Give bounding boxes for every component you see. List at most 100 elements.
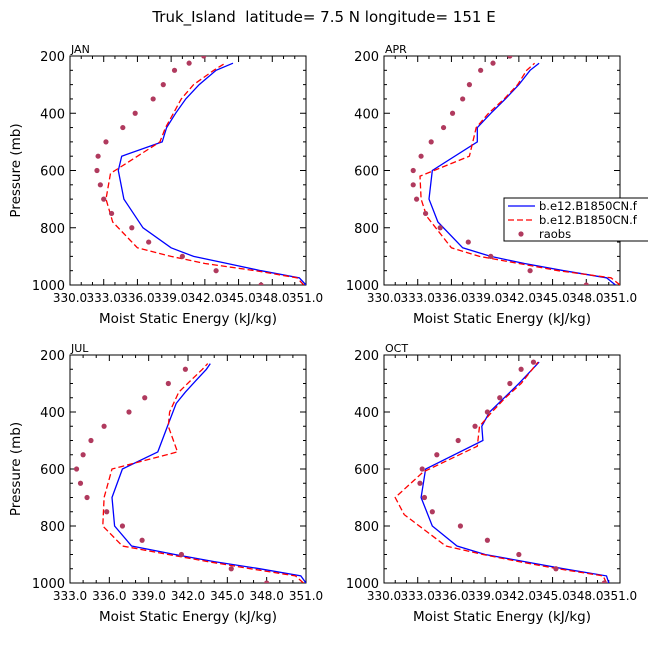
obs-point — [434, 452, 440, 458]
obs-point — [516, 551, 522, 558]
obs-point — [73, 466, 80, 472]
obs-point — [418, 153, 424, 159]
y-tick-label: 600 — [354, 463, 379, 478]
obs-point — [488, 253, 494, 259]
x-tick-label: 333.0 — [401, 589, 435, 603]
plot-frame — [383, 55, 621, 286]
y-axis-label: Pressure (mb) — [8, 422, 24, 516]
legend-label: raobs — [539, 227, 571, 241]
obs-point — [421, 494, 428, 501]
obs-point — [460, 96, 466, 102]
obs-point — [478, 67, 484, 73]
obs-point — [484, 409, 490, 415]
obs-point — [95, 153, 101, 159]
panel-label: JUL — [70, 342, 89, 355]
x-tick-label: 339.0 — [131, 589, 165, 603]
y-tick-label: 1000 — [32, 279, 65, 294]
obs-point — [258, 282, 264, 285]
obs-point — [213, 268, 219, 274]
model1-line — [111, 363, 306, 583]
panel-label: OCT — [385, 342, 408, 355]
obs-point — [437, 225, 443, 231]
x-tick-label: 339.0 — [468, 589, 502, 603]
y-tick-label: 800 — [354, 520, 379, 535]
x-tick-label: 342.0 — [188, 291, 222, 305]
panel-label: APR — [385, 43, 407, 56]
x-tick-label: 336.0 — [434, 589, 468, 603]
obs-point — [178, 551, 185, 558]
obs-point — [108, 210, 115, 217]
x-axis-label: Moist Static Energy (kJ/kg) — [413, 609, 591, 625]
y-tick-label: 800 — [40, 222, 65, 237]
obs-point — [150, 96, 156, 102]
x-tick-label: 348.0 — [569, 291, 603, 305]
obs-point — [104, 509, 110, 515]
obs-point — [160, 82, 166, 88]
y-tick-label: 1000 — [346, 577, 379, 592]
obs-point — [422, 210, 429, 217]
obs-point — [139, 537, 145, 543]
x-tick-label: 348.0 — [569, 589, 603, 603]
x-tick-label: 348.0 — [249, 589, 283, 603]
x-axis-label: Moist Static Energy (kJ/kg) — [413, 311, 591, 327]
x-axis-label: Moist Static Energy (kJ/kg) — [99, 311, 277, 327]
model1-line — [428, 62, 616, 285]
obs-point — [484, 537, 490, 543]
obs-point — [465, 239, 471, 245]
obs-point — [179, 253, 185, 259]
obs-point — [119, 523, 126, 529]
x-tick-label: 345.0 — [535, 291, 569, 305]
obs-point — [583, 282, 589, 285]
obs-point — [103, 139, 109, 145]
x-tick-label: 339.0 — [468, 291, 502, 305]
x-tick-label: 330.0 — [53, 291, 87, 305]
y-tick-label: 600 — [354, 165, 379, 180]
obs-point — [410, 182, 416, 188]
y-tick-label: 200 — [354, 349, 379, 364]
obs-point — [94, 167, 100, 174]
obs-point — [601, 580, 607, 583]
obs-point — [101, 423, 107, 429]
x-tick-label: 342.0 — [171, 589, 205, 603]
x-tick-label: 351.0 — [289, 589, 323, 603]
model1-line — [117, 62, 306, 285]
obs-point — [466, 82, 473, 88]
x-tick-label: 342.0 — [502, 589, 536, 603]
obs-point — [129, 225, 135, 231]
obs-point — [101, 196, 107, 202]
obs-point — [507, 56, 513, 59]
obs-point — [490, 60, 496, 66]
obs-point — [530, 359, 537, 365]
obs-point — [472, 423, 478, 429]
y-tick-label: 800 — [354, 222, 379, 237]
obs-point — [132, 110, 138, 116]
obs-point — [497, 395, 503, 401]
obs-point — [88, 437, 94, 444]
y-axis-label: Pressure (mb) — [8, 123, 24, 217]
x-tick-label: 345.0 — [221, 291, 255, 305]
obs-point — [80, 452, 86, 458]
obs-point — [428, 139, 434, 145]
obs-point — [97, 182, 103, 188]
legend-label: b.e12.B1850CN.f — [539, 199, 638, 213]
obs-point — [84, 494, 90, 501]
x-tick-label: 336.0 — [120, 291, 154, 305]
y-tick-label: 400 — [40, 406, 65, 421]
panel-jul: JUL 333.0 336.0 339.0 342.0 345.0 348.0 351.0 20… — [8, 342, 323, 625]
model1-line — [420, 361, 610, 583]
panel-apr: APR 330.0 333.0 336.0 339.0 342.0 345.0 348.0 35… — [346, 43, 637, 327]
obs-point — [165, 380, 171, 387]
y-tick-label: 1000 — [32, 577, 65, 592]
obs-point — [182, 366, 188, 372]
obs-point — [419, 466, 425, 472]
x-tick-label: 345.0 — [210, 589, 244, 603]
obs-point — [429, 509, 435, 515]
obs-point — [553, 566, 559, 572]
obs-point — [518, 366, 524, 372]
y-tick-label: 400 — [354, 107, 379, 122]
obs-point — [455, 437, 461, 444]
obs-point — [126, 409, 132, 415]
obs-point — [228, 566, 234, 572]
